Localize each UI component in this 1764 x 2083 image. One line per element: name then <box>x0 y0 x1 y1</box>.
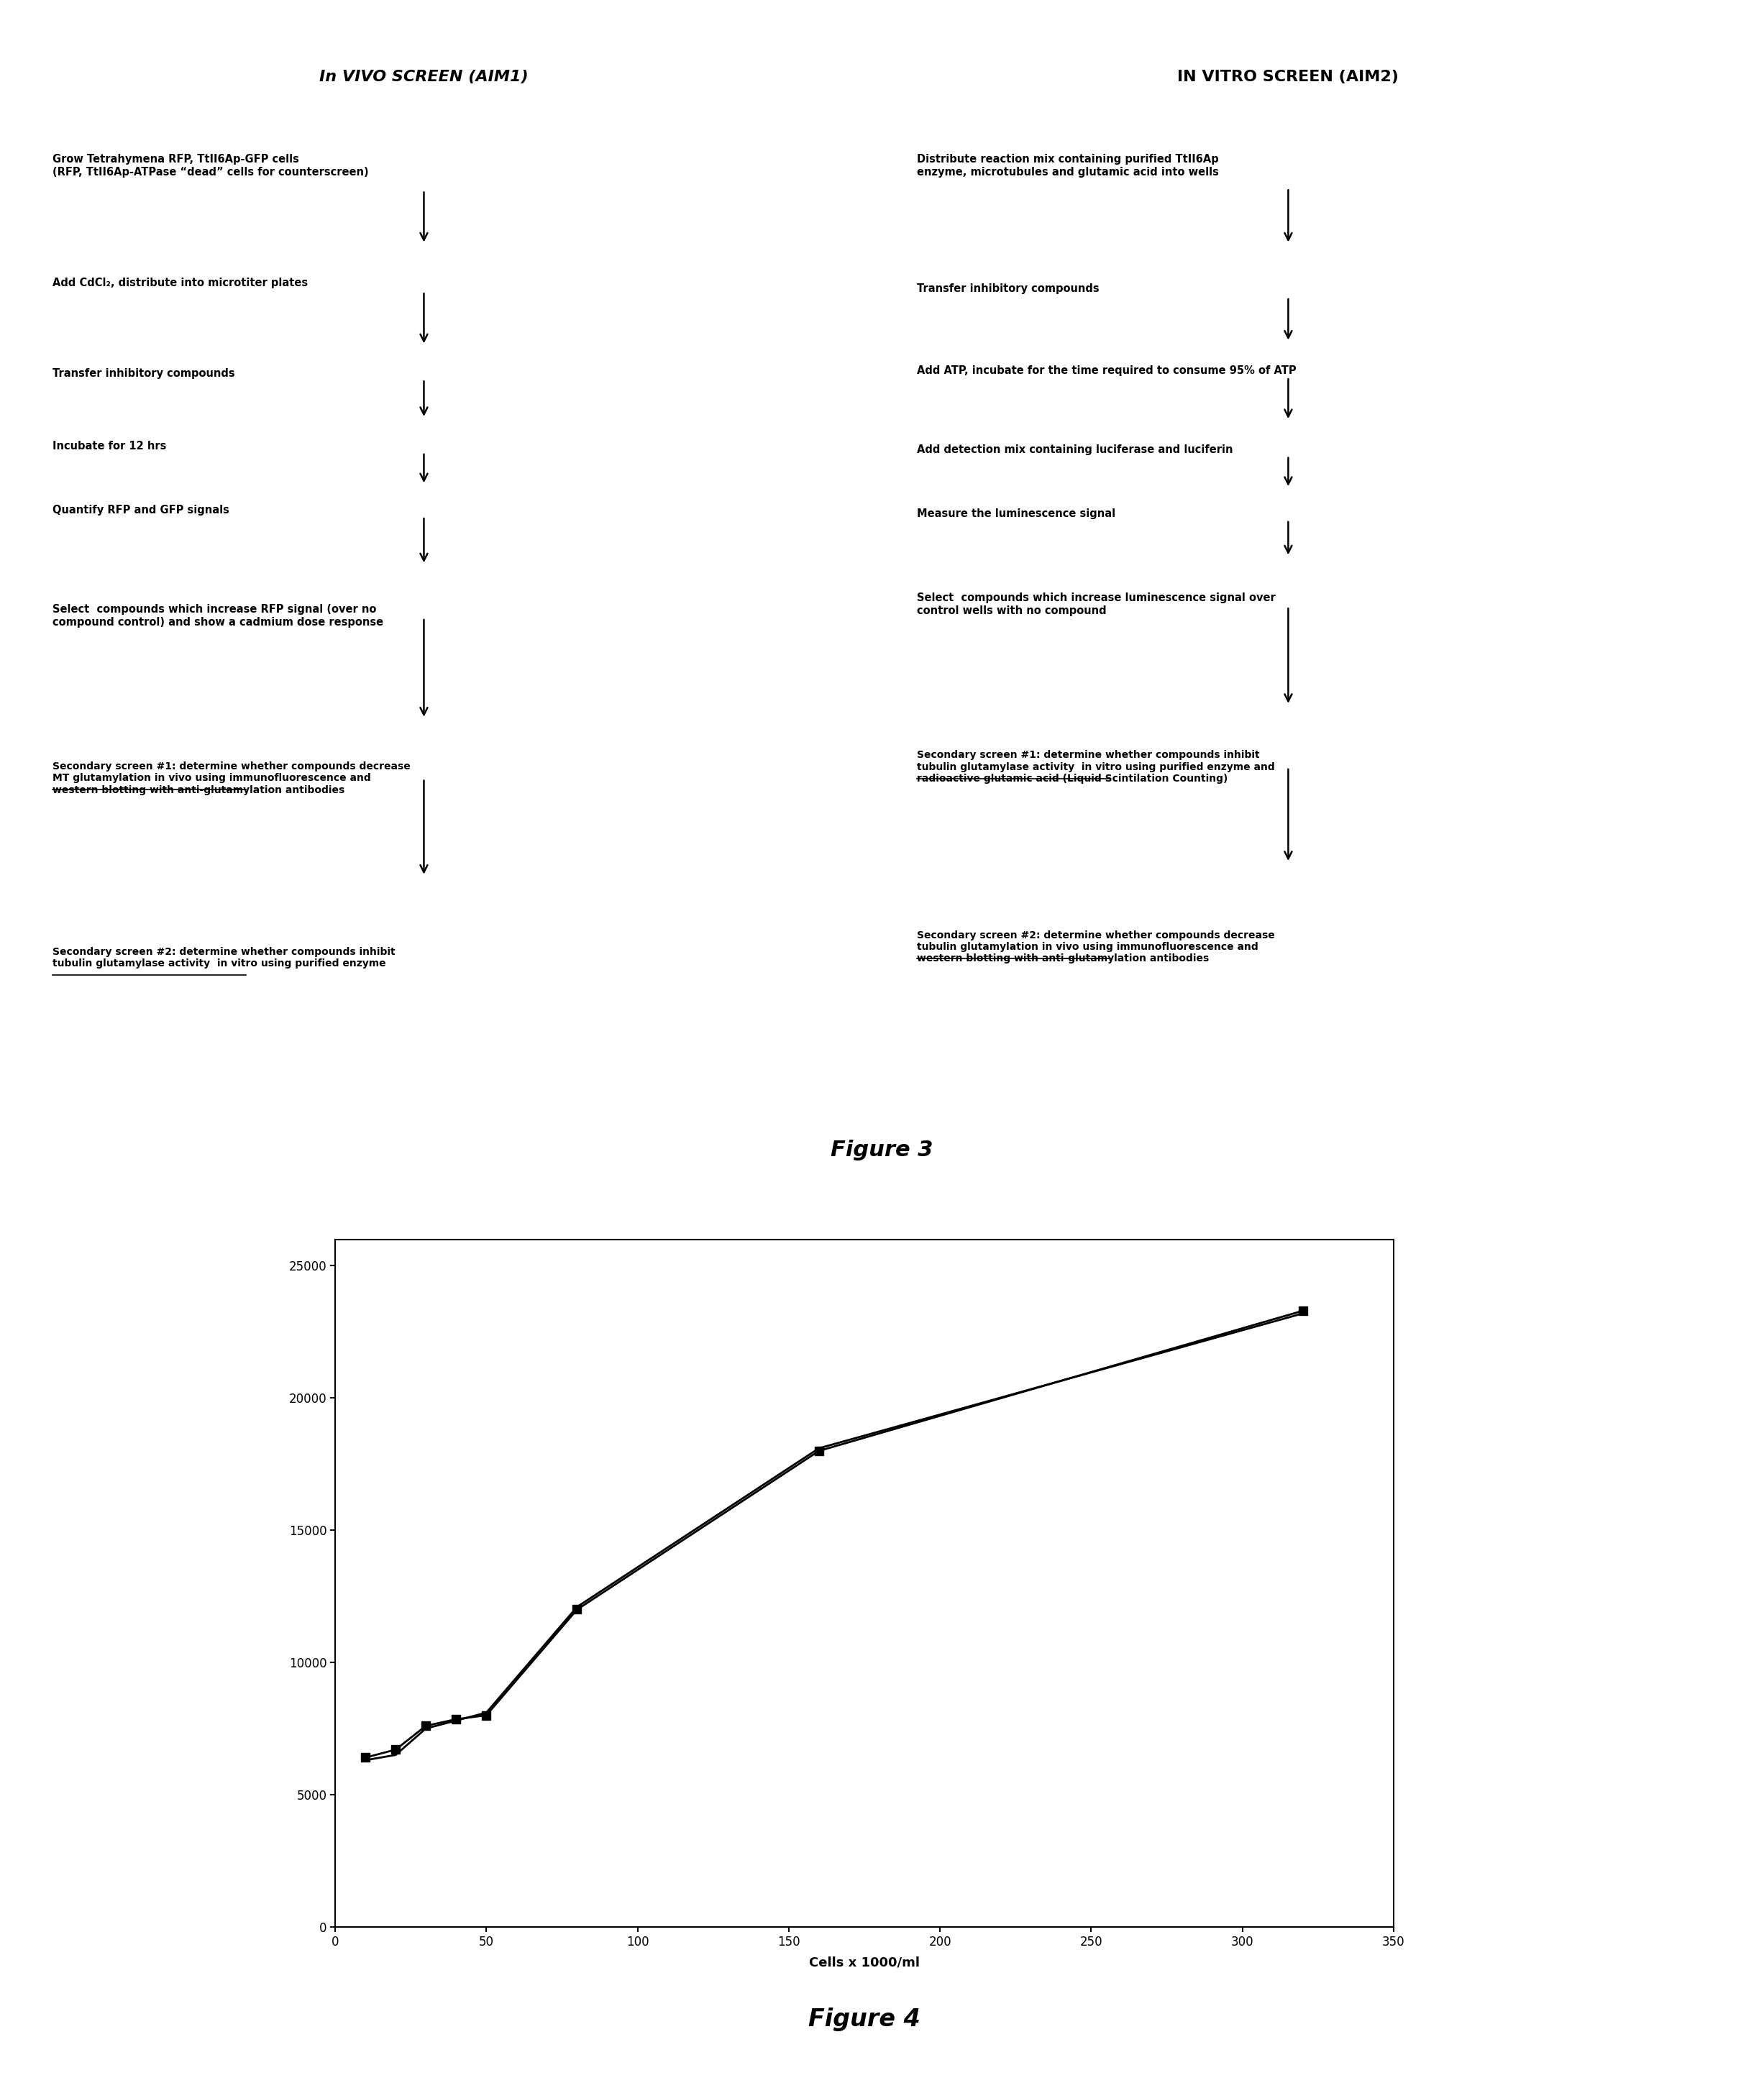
Text: Secondary screen #2: determine whether compounds decrease
tubulin glutamylation : Secondary screen #2: determine whether c… <box>917 931 1275 964</box>
Text: Figure 4: Figure 4 <box>808 2008 921 2031</box>
X-axis label: Cells x 1000/ml: Cells x 1000/ml <box>810 1956 919 1968</box>
Text: Select  compounds which increase luminescence signal over
control wells with no : Select compounds which increase luminesc… <box>917 594 1275 617</box>
Text: Incubate for 12 hrs: Incubate for 12 hrs <box>53 442 166 452</box>
Text: In VIVO SCREEN (AIM1): In VIVO SCREEN (AIM1) <box>319 71 529 83</box>
Text: Add ATP, incubate for the time required to consume 95% of ATP: Add ATP, incubate for the time required … <box>917 367 1297 377</box>
Text: Add detection mix containing luciferase and luciferin: Add detection mix containing luciferase … <box>917 444 1233 454</box>
Text: Select  compounds which increase RFP signal (over no
compound control) and show : Select compounds which increase RFP sign… <box>53 604 383 627</box>
Text: Transfer inhibitory compounds: Transfer inhibitory compounds <box>53 369 235 379</box>
Text: Secondary screen #2: determine whether compounds inhibit
tubulin glutamylase act: Secondary screen #2: determine whether c… <box>53 948 395 969</box>
Text: Measure the luminescence signal: Measure the luminescence signal <box>917 508 1115 519</box>
Text: Transfer inhibitory compounds: Transfer inhibitory compounds <box>917 283 1099 294</box>
Text: Distribute reaction mix containing purified TtII6Ap
enzyme, microtubules and glu: Distribute reaction mix containing purif… <box>917 154 1219 177</box>
Text: Secondary screen #1: determine whether compounds decrease
MT glutamylation in vi: Secondary screen #1: determine whether c… <box>53 762 411 796</box>
Text: Quantify RFP and GFP signals: Quantify RFP and GFP signals <box>53 504 229 517</box>
Text: Grow Tetrahymena RFP, TtII6Ap-GFP cells
(RFP, TtII6Ap-ATPase “dead” cells for co: Grow Tetrahymena RFP, TtII6Ap-GFP cells … <box>53 154 369 177</box>
Text: Figure 3: Figure 3 <box>831 1139 933 1160</box>
Text: IN VITRO SCREEN (AIM2): IN VITRO SCREEN (AIM2) <box>1178 71 1399 83</box>
Text: Add CdCl₂, distribute into microtiter plates: Add CdCl₂, distribute into microtiter pl… <box>53 277 307 290</box>
Text: Secondary screen #1: determine whether compounds inhibit
tubulin glutamylase act: Secondary screen #1: determine whether c… <box>917 750 1275 783</box>
